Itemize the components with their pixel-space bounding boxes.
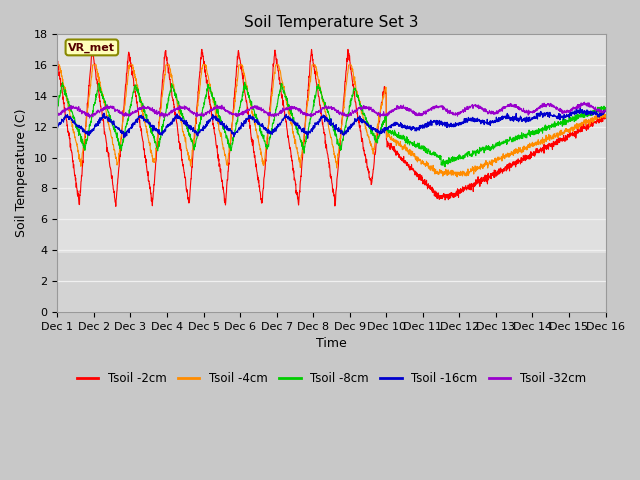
Tsoil -32cm <box>569 107 577 113</box>
Tsoil -32cm <box>207 108 214 113</box>
Tsoil -2cm <box>88 47 96 52</box>
Tsoil -8cm <box>206 89 214 95</box>
Y-axis label: Soil Temperature (C): Soil Temperature (C) <box>15 109 28 237</box>
Text: VR_met: VR_met <box>68 42 115 52</box>
Tsoil -2cm <box>492 172 499 178</box>
Tsoil -8cm <box>441 164 449 170</box>
Tsoil -2cm <box>554 142 561 147</box>
Title: Soil Temperature Set 3: Soil Temperature Set 3 <box>244 15 419 30</box>
Tsoil -4cm <box>569 124 577 130</box>
Tsoil -16cm <box>602 108 609 114</box>
Tsoil -2cm <box>602 113 609 119</box>
Line: Tsoil -32cm: Tsoil -32cm <box>58 102 605 118</box>
Tsoil -4cm <box>491 156 499 161</box>
X-axis label: Time: Time <box>316 337 347 350</box>
Tsoil -8cm <box>602 108 609 114</box>
Tsoil -16cm <box>304 135 312 141</box>
Tsoil -8cm <box>360 110 367 116</box>
Tsoil -16cm <box>491 119 499 125</box>
Tsoil -4cm <box>602 112 609 118</box>
Tsoil -32cm <box>54 111 61 117</box>
Line: Tsoil -8cm: Tsoil -8cm <box>58 82 605 167</box>
Tsoil -8cm <box>569 114 577 120</box>
Tsoil -32cm <box>348 111 355 117</box>
Tsoil -2cm <box>112 204 120 209</box>
Tsoil -8cm <box>492 143 499 149</box>
Tsoil -8cm <box>241 79 248 85</box>
Tsoil -32cm <box>86 115 93 121</box>
Tsoil -2cm <box>348 72 355 78</box>
Tsoil -4cm <box>359 115 367 120</box>
Tsoil -2cm <box>207 103 214 108</box>
Line: Tsoil -4cm: Tsoil -4cm <box>58 65 605 177</box>
Tsoil -16cm <box>54 124 61 130</box>
Tsoil -16cm <box>569 110 577 116</box>
Tsoil -4cm <box>206 82 214 88</box>
Tsoil -32cm <box>602 108 609 113</box>
Tsoil -32cm <box>360 105 367 110</box>
Tsoil -8cm <box>348 97 355 103</box>
Tsoil -32cm <box>554 106 561 112</box>
Tsoil -2cm <box>360 144 367 150</box>
Tsoil -16cm <box>572 105 580 110</box>
Tsoil -32cm <box>491 110 499 116</box>
Tsoil -8cm <box>554 121 561 127</box>
Tsoil -8cm <box>54 106 61 111</box>
Tsoil -16cm <box>360 118 367 124</box>
Legend: Tsoil -2cm, Tsoil -4cm, Tsoil -8cm, Tsoil -16cm, Tsoil -32cm: Tsoil -2cm, Tsoil -4cm, Tsoil -8cm, Tsoi… <box>72 367 591 390</box>
Line: Tsoil -16cm: Tsoil -16cm <box>58 108 605 138</box>
Tsoil -16cm <box>554 115 561 120</box>
Tsoil -2cm <box>569 130 577 136</box>
Tsoil -4cm <box>554 133 561 139</box>
Bar <box>58 253 605 312</box>
Tsoil -16cm <box>348 124 355 130</box>
Tsoil -2cm <box>54 60 61 66</box>
Tsoil -4cm <box>453 174 461 180</box>
Line: Tsoil -2cm: Tsoil -2cm <box>58 49 605 206</box>
Tsoil -4cm <box>348 62 355 68</box>
Tsoil -16cm <box>206 118 214 124</box>
Tsoil -32cm <box>580 99 588 105</box>
Tsoil -4cm <box>54 62 61 68</box>
